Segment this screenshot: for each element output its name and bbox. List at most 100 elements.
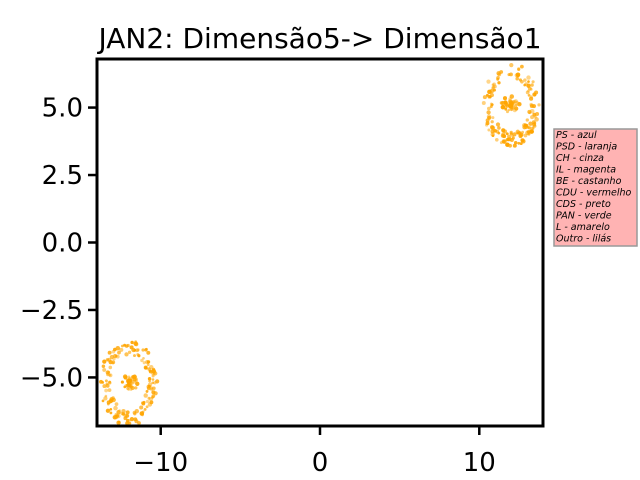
data-point xyxy=(151,369,156,374)
data-point xyxy=(507,108,511,112)
data-point xyxy=(501,140,506,144)
data-point xyxy=(155,379,160,384)
data-point xyxy=(486,79,491,84)
data-point xyxy=(108,380,112,384)
data-point xyxy=(529,96,534,101)
data-point xyxy=(522,125,527,130)
data-point xyxy=(492,129,497,133)
legend-background xyxy=(553,128,638,247)
data-point xyxy=(528,111,531,115)
data-point xyxy=(525,118,529,122)
chart-title: JAN2: Dimensão5-> Dimensão1 xyxy=(96,22,541,55)
data-point xyxy=(102,367,107,372)
data-point xyxy=(145,405,149,409)
data-point xyxy=(147,377,152,381)
data-point xyxy=(517,141,521,145)
data-point xyxy=(148,369,152,373)
data-point xyxy=(494,137,499,142)
data-point xyxy=(489,102,493,106)
data-point xyxy=(101,399,105,403)
data-point xyxy=(129,385,132,388)
data-point xyxy=(481,101,486,105)
data-point xyxy=(113,405,118,411)
data-point xyxy=(492,82,496,86)
data-point xyxy=(528,121,533,126)
data-point xyxy=(147,396,151,400)
data-point xyxy=(529,129,534,134)
data-point xyxy=(102,359,107,364)
data-point xyxy=(516,74,520,78)
data-point xyxy=(523,78,527,82)
data-point xyxy=(123,375,128,380)
data-point xyxy=(146,350,151,355)
data-point xyxy=(99,379,103,384)
data-point xyxy=(532,122,537,127)
data-point xyxy=(143,393,148,398)
data-point xyxy=(144,366,148,370)
legend-entry: BE - castanho xyxy=(556,176,622,187)
data-point xyxy=(490,125,495,130)
data-point xyxy=(120,380,124,384)
data-point xyxy=(526,83,531,88)
data-point xyxy=(119,347,124,352)
data-point xyxy=(123,416,128,421)
data-point xyxy=(133,412,137,416)
data-point xyxy=(130,340,134,345)
data-point xyxy=(514,103,518,107)
x-tick-label: 10 xyxy=(463,448,496,478)
data-point xyxy=(142,361,146,365)
data-point xyxy=(141,413,144,417)
legend-entry: PS - azul xyxy=(556,130,597,141)
data-point xyxy=(121,344,124,348)
data-point xyxy=(129,345,134,350)
data-point xyxy=(501,132,506,137)
data-point xyxy=(145,347,148,351)
data-point xyxy=(495,122,501,127)
data-point xyxy=(531,126,535,130)
data-point xyxy=(137,354,141,358)
data-point xyxy=(501,128,506,133)
data-point xyxy=(151,381,155,385)
legend-entry: CDU - vermelho xyxy=(556,188,632,199)
data-point xyxy=(105,383,110,388)
legend-entry: Outro - lilás xyxy=(556,234,611,245)
data-point xyxy=(504,102,509,107)
y-tick-label: 0.0 xyxy=(42,229,83,259)
data-point xyxy=(527,80,530,83)
data-point xyxy=(113,353,118,359)
data-point xyxy=(509,62,514,68)
data-point xyxy=(146,384,151,389)
data-point xyxy=(134,386,138,390)
data-point xyxy=(511,136,515,140)
data-point xyxy=(529,95,533,99)
data-point xyxy=(124,344,129,348)
scatter-points xyxy=(99,62,541,426)
data-point xyxy=(508,102,514,108)
data-point xyxy=(145,359,150,365)
data-point xyxy=(103,396,108,401)
data-point xyxy=(133,354,136,358)
data-point xyxy=(490,129,495,134)
data-point xyxy=(148,396,154,402)
data-point xyxy=(520,80,524,84)
data-point xyxy=(512,132,517,137)
y-tick-label: 2.5 xyxy=(42,161,83,191)
data-point xyxy=(487,89,492,95)
data-point xyxy=(509,132,513,136)
data-point xyxy=(525,90,530,95)
data-point xyxy=(490,120,494,124)
data-point xyxy=(145,389,149,393)
data-point xyxy=(135,381,140,386)
legend-entry: PSD - laranja xyxy=(556,142,617,153)
data-point xyxy=(128,421,132,425)
y-axis: 5.0 2.5 0.0 −2.5 −5.0 xyxy=(20,94,97,393)
data-point xyxy=(116,410,121,415)
data-point xyxy=(132,374,137,380)
x-axis: −10 0 10 xyxy=(133,426,496,478)
data-point xyxy=(107,357,112,363)
data-point xyxy=(527,94,531,97)
data-point xyxy=(151,378,155,381)
data-point xyxy=(113,347,117,352)
data-point xyxy=(487,106,491,111)
